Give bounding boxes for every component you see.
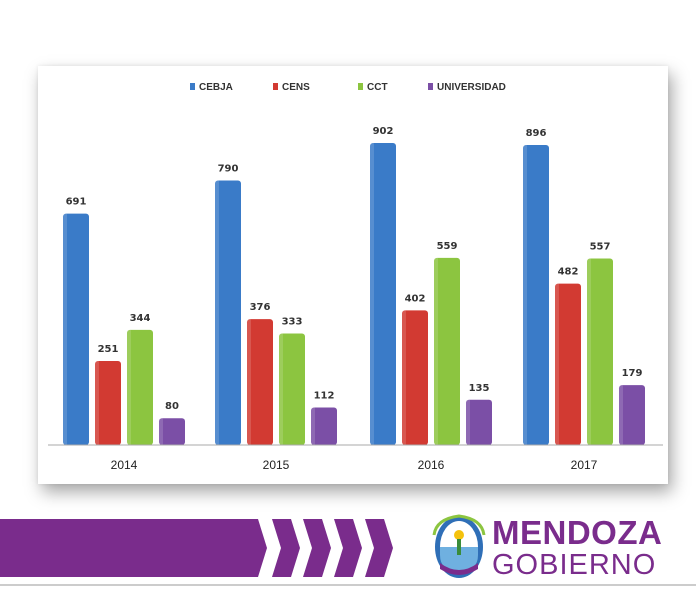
value-label: 251: [98, 344, 119, 355]
bar: [466, 399, 492, 445]
bar-highlight: [370, 143, 374, 445]
chart-card: CEBJA CENS CCT UNIVERSIDAD 691 251 344 80 790 37…: [38, 66, 668, 484]
purple-banner-bar: [0, 519, 267, 577]
x-axis-labels: 2014 2015 2016 2017: [111, 458, 598, 472]
bar-highlight: [311, 407, 315, 445]
bar: [434, 257, 460, 445]
bar-highlight: [215, 180, 219, 445]
footer-banner: MENDOZA GOBIERNO: [0, 505, 696, 590]
legend-swatch: [273, 83, 278, 90]
bar-chart: CEBJA CENS CCT UNIVERSIDAD 691 251 344 80 790 37…: [48, 82, 663, 472]
bottom-divider: [0, 584, 696, 586]
bar: [127, 329, 153, 445]
brand-title: MENDOZA: [492, 514, 663, 551]
bar: [159, 418, 185, 445]
value-labels: 691 251 344 80 790 376 333 112 902 402 559 135 896 48…: [66, 126, 643, 412]
value-label: 559: [437, 241, 458, 252]
value-label: 691: [66, 197, 87, 208]
chevron-arrow-2: [303, 519, 331, 577]
bar: [619, 385, 645, 445]
legend-swatch: [428, 83, 433, 90]
bar: [587, 258, 613, 445]
x-tick-label: 2017: [571, 458, 598, 472]
chevron-arrow-4: [365, 519, 393, 577]
value-label: 902: [373, 126, 394, 137]
value-label: 80: [165, 401, 179, 412]
x-tick-label: 2015: [263, 458, 290, 472]
chevron-arrow-3: [334, 519, 362, 577]
value-label: 557: [590, 242, 611, 253]
value-label: 896: [526, 128, 547, 139]
chevron-arrow-1: [272, 519, 300, 577]
legend-label: CEBJA: [199, 82, 233, 93]
mendoza-shield-logo: [432, 514, 486, 578]
x-tick-label: 2014: [111, 458, 138, 472]
legend: CEBJA CENS CCT UNIVERSIDAD: [190, 82, 506, 93]
value-label: 790: [218, 163, 239, 174]
legend-label: UNIVERSIDAD: [437, 82, 506, 93]
bar: [523, 145, 549, 446]
legend-swatch: [358, 83, 363, 90]
bar: [555, 283, 581, 445]
bar: [370, 143, 396, 445]
bar: [279, 333, 305, 445]
value-label: 376: [250, 302, 271, 313]
brand-subtitle: GOBIERNO: [492, 549, 657, 581]
value-label: 482: [558, 267, 579, 278]
value-label: 344: [130, 313, 151, 324]
bar-highlight: [555, 283, 559, 445]
bar: [215, 180, 241, 445]
legend-swatch: [190, 83, 195, 90]
bar-highlight: [279, 333, 283, 445]
bar-highlight: [95, 360, 99, 445]
value-label: 135: [469, 383, 490, 394]
bar-highlight: [587, 258, 591, 445]
value-label: 179: [622, 368, 643, 379]
value-label: 112: [314, 391, 335, 402]
bar-highlight: [402, 310, 406, 445]
bar: [95, 360, 121, 445]
bar-highlight: [63, 213, 67, 445]
bar: [311, 407, 337, 445]
bar-highlight: [159, 418, 163, 445]
x-tick-label: 2016: [418, 458, 445, 472]
bar: [247, 319, 273, 445]
bar: [402, 310, 428, 445]
bars: [63, 143, 645, 446]
bar-highlight: [247, 319, 251, 445]
legend-label: CENS: [282, 82, 310, 93]
legend-label: CCT: [367, 82, 388, 93]
bar-highlight: [619, 385, 623, 445]
bar-highlight: [127, 329, 131, 445]
value-label: 333: [282, 317, 303, 328]
bar-highlight: [523, 145, 527, 446]
bar: [63, 213, 89, 445]
value-label: 402: [405, 293, 426, 304]
bar-highlight: [466, 399, 470, 445]
bar-highlight: [434, 257, 438, 445]
